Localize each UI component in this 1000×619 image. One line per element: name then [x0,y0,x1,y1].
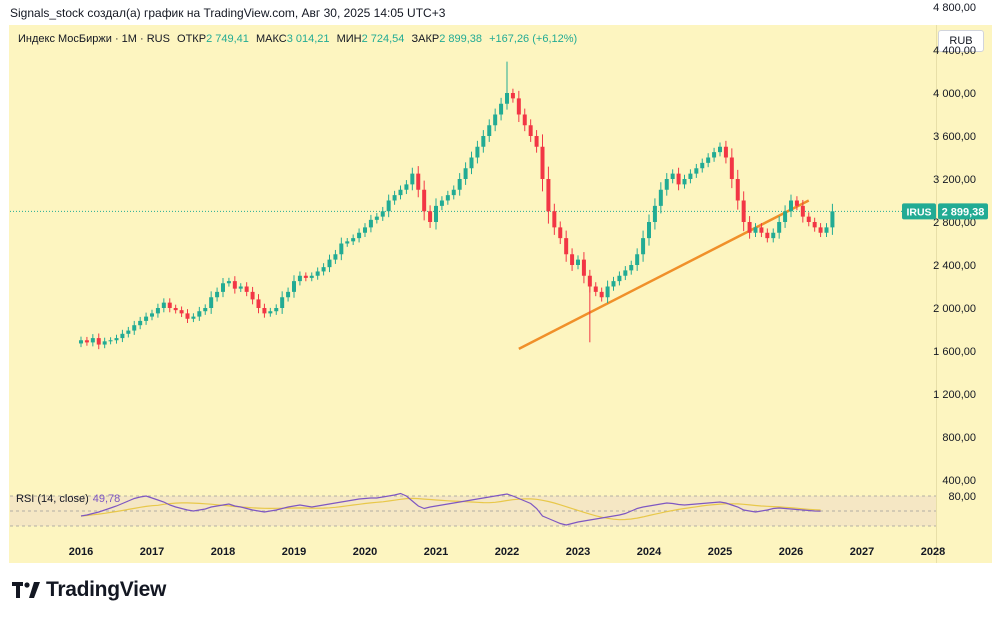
open-label: ОТКР [177,33,207,45]
rsi-label: RSI (14, close) [16,493,89,505]
chart-credit: Signals_stock создал(а) график на Tradin… [10,6,446,20]
y-tick-label: 4 800,00 [933,2,976,14]
high-label: МАКС [255,33,287,45]
price-axis[interactable] [936,25,992,563]
close-label: ЗАКР [411,33,440,45]
chart-legend: Индекс МосБиржи · 1М · RUS ОТКР2 749,41 … [18,33,577,45]
currency-button[interactable]: RUB [938,30,984,52]
tradingview-logo-icon [12,582,40,598]
chart-pane[interactable] [9,25,936,563]
low-label: МИН [336,33,362,45]
high-value: 3 014,21 [286,33,330,45]
rsi-legend[interactable]: RSI (14, close) 49,78 [16,493,120,505]
low-value: 2 724,54 [361,33,405,45]
close-value: 2 899,38 [439,33,483,45]
change-value: +167,26 (+6,12%) [489,33,578,45]
instrument-title[interactable]: Индекс МосБиржи · 1М · RUS [18,33,170,45]
rsi-value: 49,78 [92,493,121,505]
open-value: 2 749,41 [206,33,249,45]
tradingview-wordmark: TradingView [46,578,167,601]
tradingview-logo[interactable]: TradingView [12,578,166,602]
